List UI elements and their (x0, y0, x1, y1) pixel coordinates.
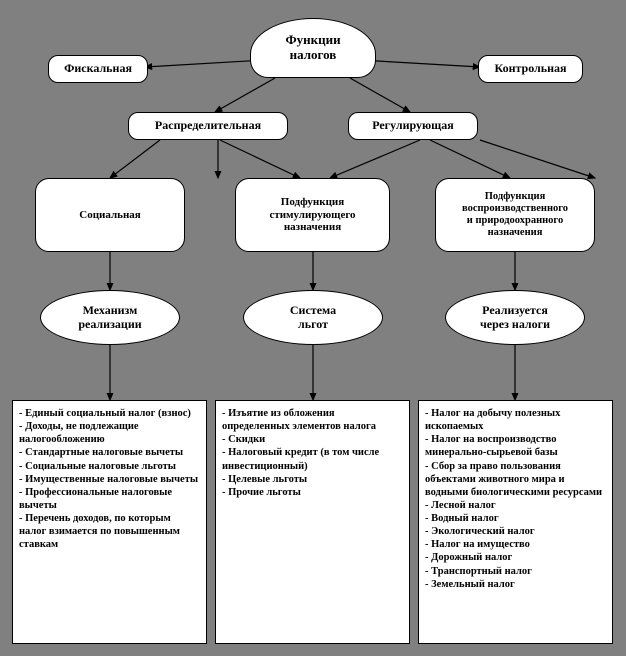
list-item: - Профессиональные налоговые вычеты (19, 486, 200, 512)
node-mech: Механизмреализации (40, 290, 180, 345)
list-reprod: - Налог на добычу полезных ископаемых- Н… (418, 400, 613, 644)
list-social: - Единый социальный налог (взнос)- Доход… (12, 400, 207, 644)
node-system: Системальгот (243, 290, 383, 345)
list-item: - Целевые льготы (222, 473, 403, 486)
label-system: Системальгот (290, 304, 336, 332)
list-item: - Налог на добычу полезных ископаемых (425, 407, 606, 433)
node-reprod: Подфункциявоспроизводственногои природоо… (435, 178, 595, 252)
list-item: - Экологический налог (425, 525, 606, 538)
label-stimul: Подфункциястимулирующегоназначения (269, 196, 355, 234)
list-item: - Прочие льготы (222, 486, 403, 499)
list-stimul: - Изъятие из обложения определенных элем… (215, 400, 410, 644)
list-item: - Перечень доходов, по которым налог взи… (19, 512, 200, 551)
list-item: - Скидки (222, 433, 403, 446)
list-item: - Налоговый кредит (в том числе инвестиц… (222, 446, 403, 472)
label-social: Социальная (79, 209, 141, 222)
node-stimul: Подфункциястимулирующегоназначения (235, 178, 390, 252)
label-fiscal: Фискальная (64, 62, 132, 76)
label-distrib: Распределительная (155, 119, 261, 133)
list-item: - Транспортный налог (425, 565, 606, 578)
list-item: - Лесной налог (425, 499, 606, 512)
node-control: Контрольная (478, 55, 583, 83)
list-item: - Социальные налоговые льготы (19, 460, 200, 473)
list-item: - Налог на воспроизводство минерально-сы… (425, 433, 606, 459)
list-item: - Изъятие из обложения определенных элем… (222, 407, 403, 433)
root-label: Функцииналогов (285, 33, 340, 63)
list-item: - Налог на имущество (425, 538, 606, 551)
list-item: - Единый социальный налог (взнос) (19, 407, 200, 420)
label-realiz: Реализуетсячерез налоги (480, 304, 550, 332)
list-item: - Доходы, не подлежащие налогообложению (19, 420, 200, 446)
list-item: - Дорожный налог (425, 551, 606, 564)
list-item: - Сбор за право пользования объектами жи… (425, 460, 606, 499)
node-distrib: Распределительная (128, 112, 288, 140)
label-reprod: Подфункциявоспроизводственногои природоо… (462, 191, 568, 239)
label-mech: Механизмреализации (78, 304, 141, 332)
node-fiscal: Фискальная (48, 55, 148, 83)
node-social: Социальная (35, 178, 185, 252)
list-item: - Стандартные налоговые вычеты (19, 446, 200, 459)
list-item: - Водный налог (425, 512, 606, 525)
node-realiz: Реализуетсячерез налоги (445, 290, 585, 345)
label-regul: Регулирующая (372, 119, 454, 133)
label-control: Контрольная (494, 62, 566, 76)
node-regul: Регулирующая (348, 112, 478, 140)
list-item: - Имущественные налоговые вычеты (19, 473, 200, 486)
list-item: - Земельный налог (425, 578, 606, 591)
